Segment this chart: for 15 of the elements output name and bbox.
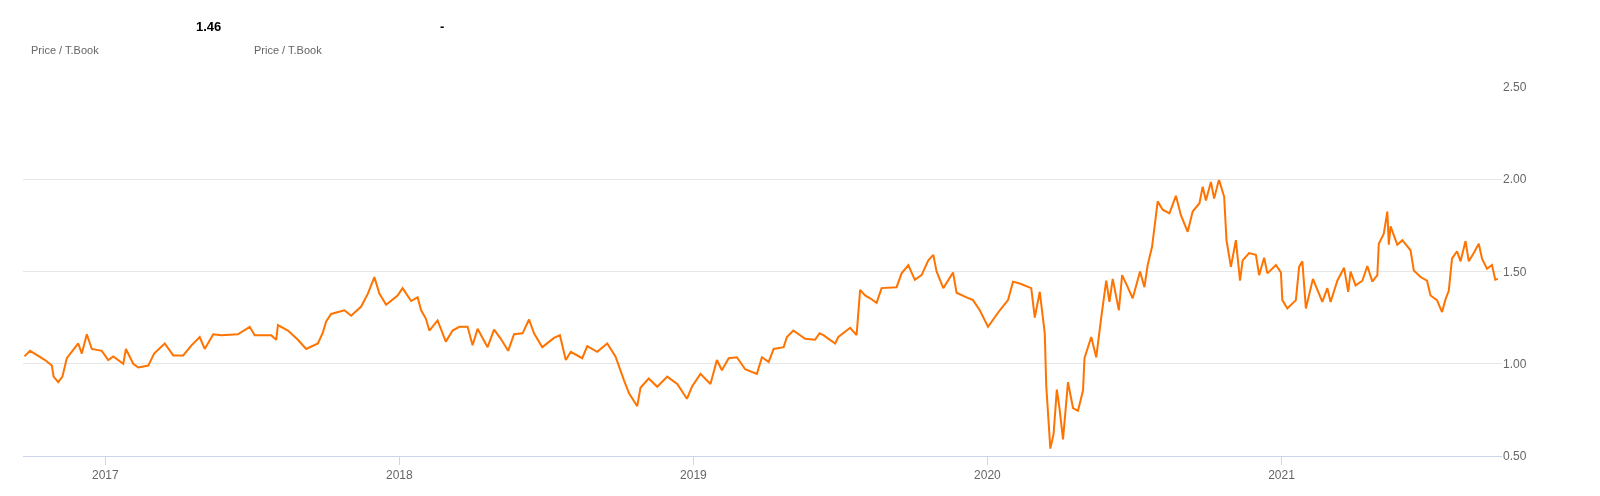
text: 1.46 [196,19,222,34]
x-tick-label: 2019 [680,468,708,483]
y-tick-label: 1.50 [1503,264,1527,279]
y-tick-label: 1.00 [1503,356,1527,371]
x-tick-label: 2021 [1268,468,1296,483]
x-tick-label: 2020 [974,468,1002,483]
x-tick-label: 2017 [91,468,119,483]
x-tick-label: 2018 [386,468,414,483]
y-tick-label: 2.50 [1503,80,1527,95]
text: Price / T.Book [31,44,100,56]
text: - [440,19,445,34]
line-series [23,179,1499,450]
y-tick-label: 0.50 [1503,449,1527,464]
text: Price / T.Book [254,44,323,56]
y-tick-label: 2.00 [1503,172,1527,187]
